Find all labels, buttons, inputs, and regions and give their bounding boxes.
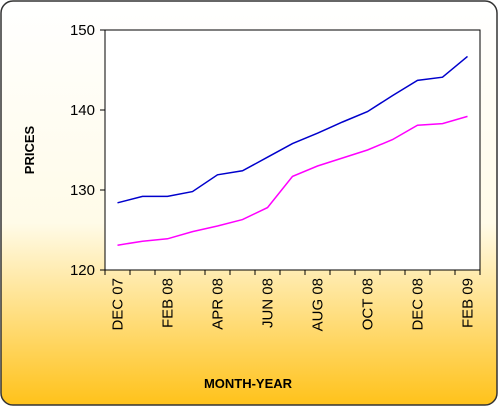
y-axis-title: PRICES: [22, 125, 37, 174]
data-line: [117, 55, 468, 204]
x-tick-label: OCT 08: [360, 278, 377, 330]
data-line: [117, 115, 468, 246]
x-tick-label: FEB 09: [460, 278, 477, 328]
x-axis-title: MONTH-YEAR: [204, 376, 293, 391]
x-tick-label: AUG 08: [310, 278, 327, 331]
y-tick-label: 140: [70, 102, 95, 119]
x-tick-label: DEC 08: [410, 278, 427, 331]
x-tick-label: JUN 08: [260, 278, 277, 328]
x-tick-label: FEB 08: [160, 278, 177, 328]
plot-area: [104, 29, 481, 271]
y-tick-label: 150: [70, 22, 95, 39]
y-tick-label: 130: [70, 182, 95, 199]
x-tick-label: DEC 07: [110, 278, 127, 331]
y-tick-label: 120: [70, 262, 95, 279]
x-tick-label: APR 08: [210, 278, 227, 330]
